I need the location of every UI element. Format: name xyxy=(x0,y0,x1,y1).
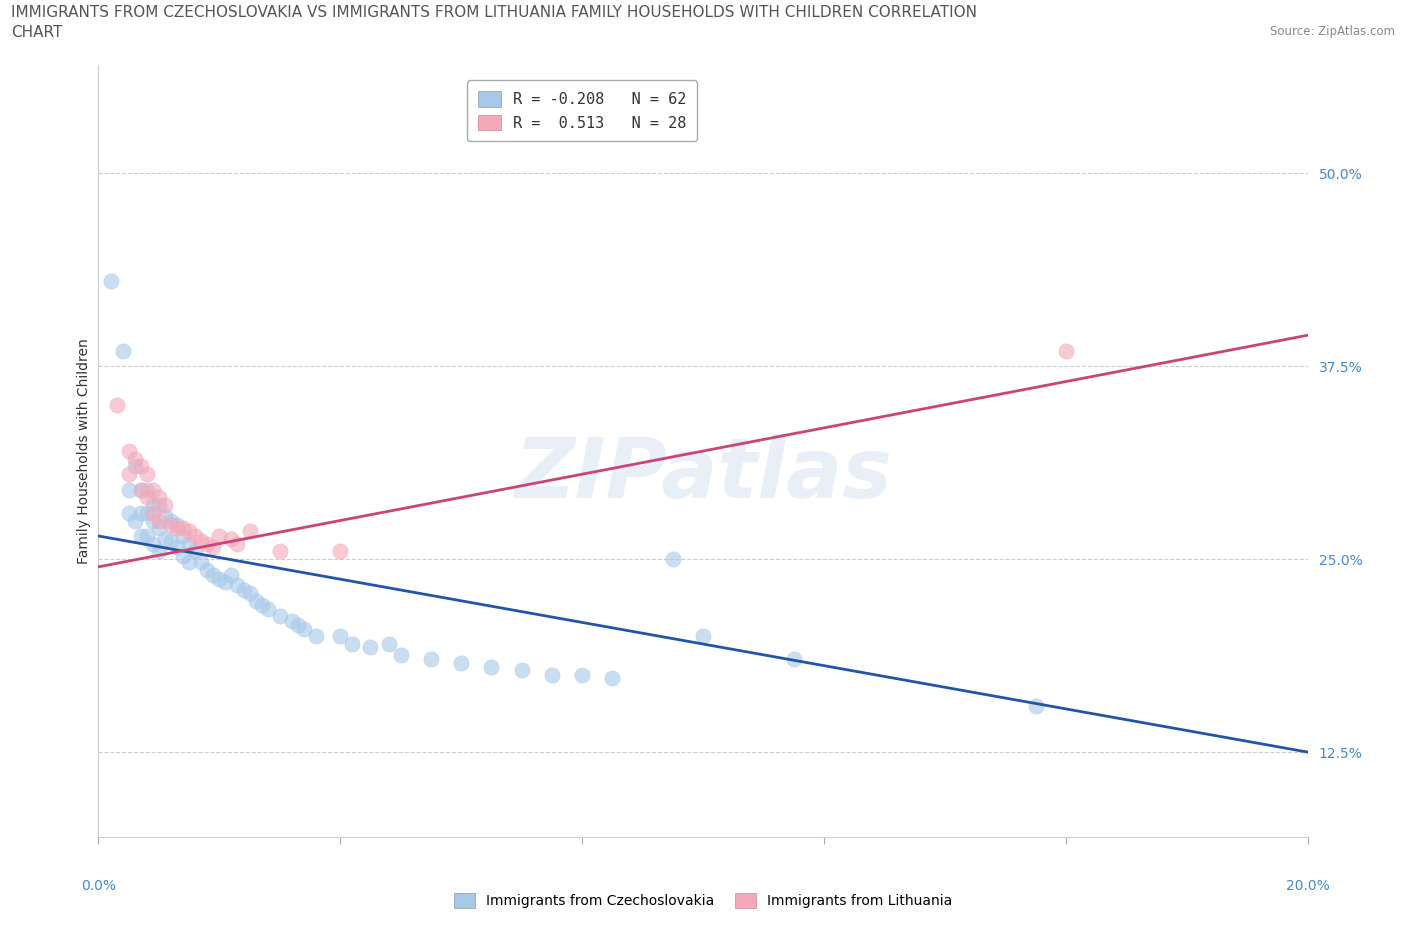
Point xyxy=(142,498,165,512)
Y-axis label: Family Households with Children: Family Households with Children xyxy=(77,339,91,564)
Point xyxy=(148,513,170,528)
Point xyxy=(377,636,399,651)
Point xyxy=(269,544,291,559)
Text: CHART: CHART xyxy=(11,25,63,40)
Point xyxy=(148,544,170,559)
Point xyxy=(540,668,562,683)
Point xyxy=(481,659,503,674)
Point xyxy=(129,459,152,474)
Point xyxy=(329,544,352,559)
Point xyxy=(420,652,443,667)
Point xyxy=(148,490,170,505)
Text: Source: ZipAtlas.com: Source: ZipAtlas.com xyxy=(1270,25,1395,38)
Text: IMMIGRANTS FROM CZECHOSLOVAKIA VS IMMIGRANTS FROM LITHUANIA FAMILY HOUSEHOLDS WI: IMMIGRANTS FROM CZECHOSLOVAKIA VS IMMIGR… xyxy=(11,5,977,20)
Point xyxy=(281,614,304,629)
Point xyxy=(124,513,146,528)
Point xyxy=(172,528,194,543)
Point xyxy=(1024,698,1046,713)
Point xyxy=(571,668,593,683)
Point xyxy=(245,593,267,608)
Point xyxy=(118,505,141,520)
Point xyxy=(287,618,309,633)
Point xyxy=(153,498,176,512)
Point xyxy=(226,537,249,551)
Point xyxy=(135,505,157,520)
Point xyxy=(142,513,165,528)
Point xyxy=(269,609,291,624)
Point xyxy=(105,397,128,412)
Point xyxy=(118,482,141,497)
Point xyxy=(195,563,218,578)
Point xyxy=(329,629,352,644)
Text: 0.0%: 0.0% xyxy=(82,879,115,893)
Point xyxy=(179,524,201,538)
Point xyxy=(124,459,146,474)
Point xyxy=(179,555,201,570)
Text: 20.0%: 20.0% xyxy=(1285,879,1330,893)
Point xyxy=(153,532,176,547)
Legend: R = -0.208   N = 62, R =  0.513   N = 28: R = -0.208 N = 62, R = 0.513 N = 28 xyxy=(467,81,697,141)
Point xyxy=(135,528,157,543)
Point xyxy=(142,537,165,551)
Point xyxy=(166,539,188,554)
Point xyxy=(202,567,225,582)
Point xyxy=(208,528,231,543)
Point xyxy=(450,655,472,670)
Point xyxy=(142,482,165,497)
Point xyxy=(226,578,249,592)
Point xyxy=(129,482,152,497)
Point xyxy=(250,598,273,613)
Point xyxy=(232,582,254,597)
Point xyxy=(389,647,412,662)
Point xyxy=(160,533,183,548)
Point xyxy=(305,629,328,644)
Point xyxy=(111,343,134,358)
Point xyxy=(214,575,236,590)
Point xyxy=(256,601,278,616)
Point xyxy=(129,528,152,543)
Point xyxy=(342,636,364,651)
Point xyxy=(100,273,122,288)
Point xyxy=(135,467,157,482)
Point xyxy=(190,555,212,570)
Point xyxy=(221,567,243,582)
Point xyxy=(360,640,382,655)
Point xyxy=(160,518,183,533)
Point xyxy=(783,652,806,667)
Point xyxy=(202,539,225,554)
Point xyxy=(1054,343,1077,358)
Point xyxy=(118,444,141,458)
Point xyxy=(129,482,152,497)
Text: ZIPatlas: ZIPatlas xyxy=(515,433,891,514)
Point xyxy=(190,533,212,548)
Point xyxy=(135,490,157,505)
Point xyxy=(166,518,188,533)
Point xyxy=(195,537,218,551)
Point xyxy=(148,498,170,512)
Point xyxy=(153,509,176,524)
Point xyxy=(124,451,146,466)
Point xyxy=(208,572,231,587)
Point xyxy=(221,532,243,547)
Point xyxy=(172,549,194,564)
Point xyxy=(510,663,533,678)
Point xyxy=(184,528,207,543)
Point xyxy=(292,621,315,636)
Point xyxy=(142,505,165,520)
Point xyxy=(179,537,201,551)
Point xyxy=(602,671,624,685)
Point xyxy=(129,505,152,520)
Legend: Immigrants from Czechoslovakia, Immigrants from Lithuania: Immigrants from Czechoslovakia, Immigran… xyxy=(449,888,957,914)
Point xyxy=(239,586,262,601)
Point xyxy=(661,551,683,566)
Point xyxy=(166,521,188,536)
Point xyxy=(135,482,157,497)
Point xyxy=(184,544,207,559)
Point xyxy=(148,521,170,536)
Point xyxy=(692,629,714,644)
Point xyxy=(239,524,262,538)
Point xyxy=(172,521,194,536)
Point xyxy=(160,513,183,528)
Point xyxy=(118,467,141,482)
